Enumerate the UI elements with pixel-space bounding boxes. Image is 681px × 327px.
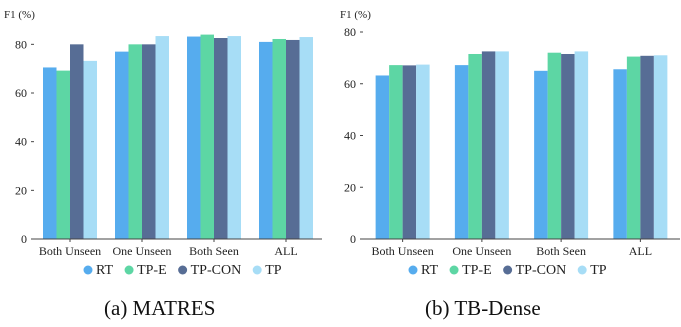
y-tick-label: 0 — [21, 232, 27, 246]
legend-marker-tp — [577, 265, 587, 275]
legend-label-tp-e: TP-E — [462, 263, 492, 278]
y-tick-label: 80 — [15, 37, 27, 51]
bar-tp-con-all — [640, 55, 654, 240]
y-tick-label: 40 — [15, 135, 27, 149]
legend-marker-tp — [252, 265, 262, 275]
bar-rt-both-seen — [534, 70, 548, 239]
bar-tp-con-both-unseen — [70, 44, 84, 240]
bar-tp-e-both-seen — [547, 52, 562, 240]
bar-tp-both-unseen — [83, 60, 97, 239]
x-tick-label: Both Unseen — [371, 244, 433, 258]
caption-tb-dense: (b) TB-Dense — [425, 296, 541, 320]
x-tick-label: Both Seen — [189, 244, 239, 258]
bar-tp-e-one-unseen — [128, 44, 142, 240]
y-tick-label: 80 — [344, 25, 356, 39]
legend-marker-tp-con — [503, 265, 513, 275]
y-axis-label: F1 (%) — [340, 9, 371, 21]
legend-label-tp-e: TP-E — [137, 263, 167, 278]
y-tick-label: 20 — [344, 180, 356, 194]
bar-tp-e-both-unseen — [389, 65, 403, 240]
bar-tp-con-both-unseen — [402, 65, 417, 239]
legend-marker-tp-e — [449, 265, 459, 275]
legend-marker-tp-e — [124, 265, 134, 275]
x-tick-label: One Unseen — [452, 244, 511, 258]
bar-tp-e-one-unseen — [468, 53, 482, 240]
legend-label-rt: RT — [96, 263, 113, 278]
legend-label-tp: TP — [590, 263, 607, 278]
x-tick-label: ALL — [629, 244, 652, 258]
bar-rt-both-unseen — [43, 67, 57, 239]
bar-tp-both-seen — [574, 51, 589, 239]
y-tick-label: 60 — [15, 86, 27, 100]
x-tick-label: Both Unseen — [39, 244, 101, 258]
legend-label-tp-con: TP-CON — [191, 263, 242, 278]
y-axis-label: F1 (%) — [4, 9, 35, 21]
bar-tp-e-all — [626, 56, 641, 239]
bar-rt-both-unseen — [375, 75, 390, 239]
y-tick-label: 20 — [15, 183, 27, 197]
bar-tp-one-unseen — [495, 51, 509, 239]
bar-tp-e-both-seen — [200, 34, 214, 239]
legend-marker-rt — [83, 265, 93, 275]
caption-matres: (a) MATRES — [104, 296, 216, 320]
bar-tp-con-one-unseen — [481, 51, 496, 239]
x-tick-label: Both Seen — [536, 244, 586, 258]
bar-tp-con-both-seen — [214, 38, 228, 239]
legend-label-tp-con: TP-CON — [516, 263, 567, 278]
bar-rt-all — [613, 69, 627, 239]
bar-tp-con-one-unseen — [142, 44, 156, 240]
bar-tp-e-all — [272, 38, 286, 240]
y-tick-label: 0 — [350, 232, 356, 246]
bar-rt-all — [259, 41, 273, 240]
bar-rt-both-seen — [187, 36, 201, 240]
bar-tp-both-unseen — [416, 64, 430, 239]
y-tick-label: 60 — [344, 77, 356, 91]
legend-marker-rt — [408, 265, 418, 275]
bar-tp-one-unseen — [155, 36, 169, 240]
bar-tp-con-all — [286, 39, 300, 239]
bar-tp-e-both-unseen — [56, 70, 70, 239]
legend-label-rt: RT — [421, 263, 438, 278]
bar-tp-con-both-seen — [561, 53, 575, 240]
x-tick-label: ALL — [274, 244, 297, 258]
x-tick-label: One Unseen — [113, 244, 172, 258]
y-tick-label: 40 — [344, 129, 356, 143]
bar-tp-all — [299, 37, 313, 240]
legend-marker-tp-con — [178, 265, 188, 275]
bar-tp-both-seen — [227, 36, 241, 240]
bar-rt-one-unseen — [115, 51, 129, 240]
bar-tp-all — [653, 55, 668, 239]
bar-rt-one-unseen — [454, 65, 469, 240]
legend-label-tp: TP — [265, 263, 282, 278]
